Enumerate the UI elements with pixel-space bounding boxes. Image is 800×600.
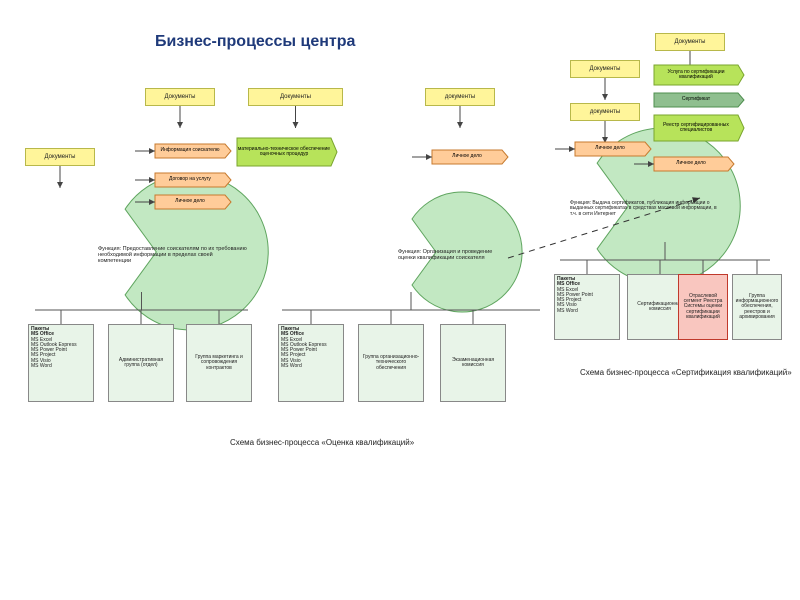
bg2-b1: Группа организационно-технического обесп… (358, 324, 424, 402)
f2: Функция: Организация и проведение оценки… (395, 235, 505, 277)
tag-o6: Личное дело (654, 157, 728, 171)
tag-o2: Договор на услугу (155, 173, 225, 187)
bg1-b0: Пакеты MS OfficeMS Excel MS Outlook Expr… (28, 324, 94, 402)
tag-g_cert: Сертификат (654, 93, 738, 107)
caption-bg1: Схема бизнес-процесса «Оценка квалификац… (230, 438, 414, 447)
diagram-title: Бизнес-процессы центра (155, 33, 355, 51)
doc-d_top2: Документы (248, 88, 343, 106)
tag-o1: Информация соискателю (155, 144, 225, 158)
tag-o4: Личное дело (432, 150, 502, 164)
bg3-b2: Отраслевой сегмент Реестра Системы оценк… (678, 274, 728, 340)
doc-d_r1b: документы (570, 103, 640, 121)
bg3-b3: Группа информационного обеспечения, реес… (732, 274, 782, 340)
doc-d_left: Документы (25, 148, 95, 166)
bg3-b0: Пакеты MS OfficeMS Excel MS Power Point … (554, 274, 620, 340)
f3: Функция: Выдача сертификатов, публикация… (567, 190, 727, 228)
tag-g_svc: Услуга по сертификации квалификаций (654, 65, 738, 85)
caption-bg3: Схема бизнес-процесса «Сертификация квал… (580, 368, 792, 377)
tag-g_mat: материально-техническое обеспечение оцен… (237, 138, 331, 166)
tag-o5: Личное дело (575, 142, 645, 156)
bg2-b0: Пакеты MS OfficeMS Excel MS Outlook Expr… (278, 324, 344, 402)
doc-d_r2: Документы (655, 33, 725, 51)
doc-d_top1: Документы (145, 88, 215, 106)
tag-g_reg: Реестр сертифицированных специалистов (654, 115, 738, 141)
bg1-b1: Административная группа (отдел) (108, 324, 174, 402)
bg1-b2: Группа маркетинга и сопровождения контра… (186, 324, 252, 402)
tag-o3: Личное дело (155, 195, 225, 209)
bg2-b2: Экзаменационная комиссия (440, 324, 506, 402)
doc-d_r1: Документы (570, 60, 640, 78)
doc-d_top3: документы (425, 88, 495, 106)
f1: Функция: Предоставление соискателям по и… (95, 235, 250, 277)
